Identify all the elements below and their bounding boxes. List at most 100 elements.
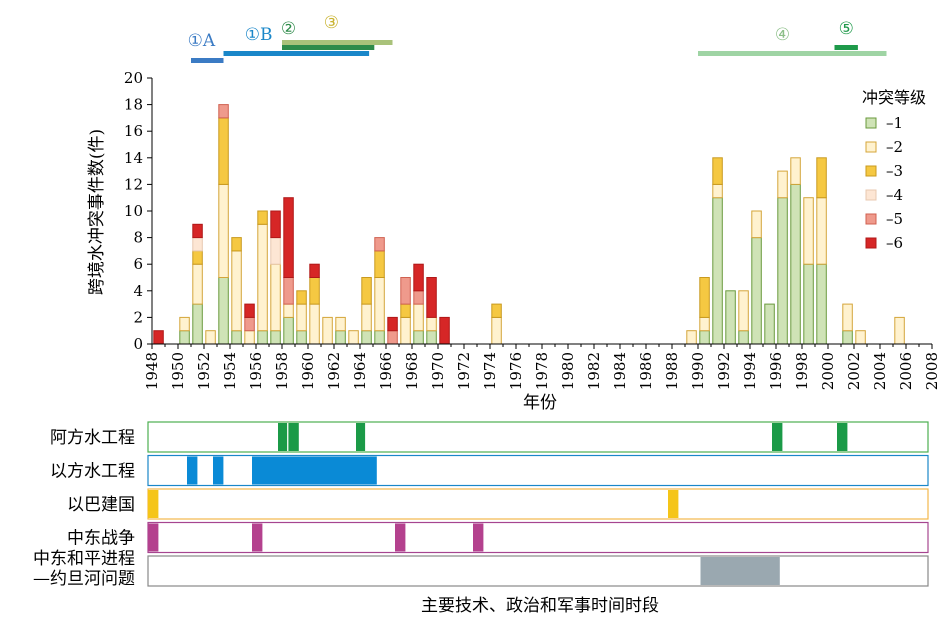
y-tick-label-12: 12	[124, 175, 143, 193]
bar-segment-1974-level2	[491, 316, 502, 345]
y-tick-label-18: 18	[124, 96, 143, 114]
x-tick-label-1990: 1990	[689, 352, 707, 390]
bar-segment-1996-level1	[777, 197, 788, 345]
period-span-1-4	[772, 423, 783, 451]
era-label-6: ⑤	[839, 19, 854, 39]
bar-segment-1959-level3	[296, 290, 307, 305]
period-span-3-2	[668, 490, 679, 518]
x-tick-label-2008: 2008	[923, 352, 941, 390]
bar-segment-1957-level4	[270, 237, 281, 265]
bar-segment-1954-level2	[231, 250, 242, 332]
bar-segment-1958-level1	[283, 316, 294, 345]
era-bar-5	[698, 51, 887, 56]
bar-segment-1953-level3	[218, 117, 229, 185]
period-row-label-5-2: —约旦河问题	[33, 569, 135, 589]
bar-segment-1966-level6	[387, 316, 398, 332]
x-tick-label-1962: 1962	[325, 352, 343, 390]
period-span-4-4	[473, 523, 484, 552]
y-tick-label-14: 14	[124, 149, 143, 167]
bar-segment-1959-level2	[296, 303, 307, 332]
bar-segment-1994-level1	[751, 237, 762, 345]
bar-segment-1965-level2	[374, 277, 385, 332]
bar-segment-1970-level6	[439, 316, 450, 345]
period-span-4-3	[395, 523, 406, 552]
x-tick-label-2006: 2006	[897, 352, 915, 390]
bar-segment-1990-level2	[699, 316, 710, 332]
legend-label-level5: –5	[886, 210, 903, 228]
y-axis-title: 跨境水冲突事件数(件)	[87, 129, 107, 295]
bar-segment-1999-level2	[816, 197, 827, 265]
era-bar-3	[282, 45, 375, 50]
x-tick-label-1984: 1984	[611, 352, 629, 390]
bar-segment-1965-level1	[374, 330, 385, 345]
period-row-1	[147, 421, 929, 453]
bar-segment-1968-level5	[413, 290, 424, 305]
bar-segment-1951-level1	[192, 303, 203, 345]
bar-segment-1957-level2	[270, 263, 281, 332]
period-row-label-2: 以方水工程	[50, 462, 135, 482]
period-span-1-5	[837, 423, 848, 451]
era-label-3: ②	[281, 19, 296, 39]
period-span-4-1	[148, 523, 159, 552]
x-tick-label-1986: 1986	[637, 352, 655, 390]
y-tick-label-4: 4	[133, 282, 143, 300]
bar-segment-1960-level3	[309, 277, 320, 305]
bar-segment-1989-level2	[686, 330, 697, 345]
y-tick-label-16: 16	[124, 122, 143, 140]
x-axis-title: 年份	[523, 393, 557, 413]
bar-segment-1954-level3	[231, 237, 242, 252]
era-bar-1	[191, 58, 224, 63]
x-tick-label-1956: 1956	[247, 352, 265, 390]
bar-segment-1964-level1	[361, 330, 372, 345]
bar-segment-1956-level2	[257, 223, 268, 332]
bar-segment-1954-level1	[231, 330, 242, 345]
bar-segment-2005-level2	[894, 316, 905, 345]
bar-segment-1964-level3	[361, 277, 372, 305]
bar-segment-1994-level2	[751, 210, 762, 239]
x-tick-label-2000: 2000	[819, 352, 837, 390]
period-span-1-3	[356, 423, 366, 451]
bar-segment-2002-level2	[855, 330, 866, 345]
x-tick-label-1992: 1992	[715, 352, 733, 390]
x-tick-label-1968: 1968	[403, 352, 421, 390]
legend-label-level3: –3	[886, 162, 903, 180]
bar-segment-1997-level2	[790, 157, 801, 185]
y-tick-label-0: 0	[133, 335, 143, 353]
bar-segment-1962-level2	[335, 316, 346, 332]
bar-segment-2001-level2	[842, 303, 853, 332]
x-tick-label-1996: 1996	[767, 352, 785, 390]
bar-segment-1952-level2	[205, 330, 216, 345]
period-span-4-2	[252, 523, 263, 552]
period-row-label-1: 阿方水工程	[50, 428, 135, 448]
x-tick-label-1982: 1982	[585, 352, 603, 390]
x-tick-label-1972: 1972	[455, 352, 473, 390]
bar-segment-1968-level1	[413, 330, 424, 345]
bar-segment-1966-level5	[387, 330, 398, 345]
bar-segment-1951-level4	[192, 237, 203, 252]
bar-segment-1999-level3	[816, 157, 827, 199]
bar-segment-1951-level2	[192, 263, 203, 305]
bars	[153, 104, 905, 345]
bar-segment-1998-level1	[803, 263, 814, 345]
period-span-1-1	[278, 423, 288, 451]
x-tick-label-1958: 1958	[273, 352, 291, 390]
bar-segment-1974-level3	[491, 303, 502, 318]
period-row-label-5-1: 中东和平进程	[33, 549, 135, 569]
bar-segment-1992-level1	[725, 290, 736, 345]
period-row-3	[147, 488, 929, 520]
period-span-2-2	[213, 456, 224, 485]
bar-segment-1953-level5	[218, 104, 229, 119]
era-bar-2	[223, 51, 370, 56]
era-label-1: ①A	[188, 31, 216, 51]
era-bar-6	[834, 45, 858, 50]
bar-segment-1961-level2	[322, 316, 333, 345]
x-tick-label-1998: 1998	[793, 352, 811, 390]
period-row-4	[147, 521, 929, 554]
period-span-1-2	[288, 423, 299, 451]
bar-segment-1967-level2	[400, 316, 411, 345]
x-tick-label-1974: 1974	[481, 352, 499, 390]
x-tick-label-1964: 1964	[351, 352, 369, 390]
period-row-5	[147, 555, 929, 587]
bar-segment-1999-level1	[816, 263, 827, 345]
